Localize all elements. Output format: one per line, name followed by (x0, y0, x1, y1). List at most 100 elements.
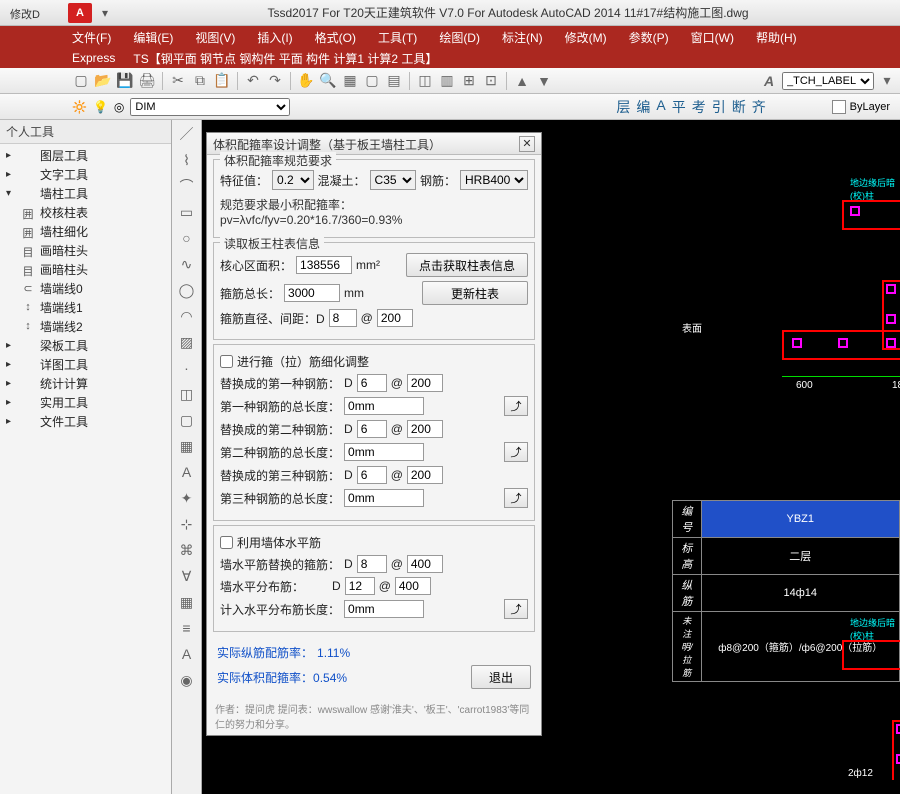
pan-icon[interactable]: ✋ (297, 72, 315, 90)
tool-icon[interactable]: ⌘ (177, 540, 197, 560)
dropdown-icon[interactable]: ▾ (102, 6, 116, 20)
menu-express[interactable]: Express (72, 51, 115, 65)
save-icon[interactable]: 💾 (116, 72, 134, 90)
pick-button[interactable]: ⤴ (504, 396, 528, 416)
tool-icon[interactable]: ≡ (177, 618, 197, 638)
tool-icon[interactable]: ∀ (177, 566, 197, 586)
concrete-select[interactable]: C35 (370, 170, 416, 190)
new-icon[interactable]: ▢ (72, 72, 90, 90)
ellipse-icon[interactable]: ◯ (177, 280, 197, 300)
tool-icon[interactable]: ⊹ (177, 514, 197, 534)
color-swatch[interactable] (832, 100, 846, 114)
tool-icon[interactable]: ◉ (177, 670, 197, 690)
menu-help[interactable]: 帮助(H) (756, 29, 797, 46)
copy-icon[interactable]: ⧉ (191, 72, 209, 90)
menu-param[interactable]: 参数(P) (629, 29, 669, 46)
cn-tool-icon[interactable]: 考 (692, 97, 706, 117)
dim-icon[interactable]: ◎ (114, 100, 124, 114)
wall-horiz-checkbox[interactable] (220, 536, 233, 549)
update-column-button[interactable]: 更新柱表 (422, 281, 528, 305)
block-icon[interactable]: ◫ (177, 384, 197, 404)
text-icon[interactable]: A (177, 644, 197, 664)
ellipse-arc-icon[interactable]: ◠ (177, 306, 197, 326)
tree-item[interactable]: 目画暗柱头 (4, 260, 167, 279)
tch-label-select[interactable]: _TCH_LABEL (782, 72, 874, 90)
cn-tool-icon[interactable]: 断 (732, 97, 746, 117)
layer-select[interactable]: DIM (130, 98, 290, 116)
menu-insert[interactable]: 插入(I) (257, 29, 292, 46)
hoop-length-input[interactable] (284, 284, 340, 302)
tree-item[interactable]: ▸实用工具 (4, 393, 167, 412)
wall-len-input[interactable] (344, 600, 424, 618)
tree-item[interactable]: ▸文字工具 (4, 165, 167, 184)
menu-view[interactable]: 视图(V) (195, 29, 235, 46)
tree-item[interactable]: ▾墙柱工具 (4, 184, 167, 203)
tree-item[interactable]: 囲墙柱细化 (4, 222, 167, 241)
dropdown-icon[interactable]: ▾ (878, 72, 896, 90)
cn-tool-icon[interactable]: A (656, 97, 665, 117)
point-icon[interactable]: · (177, 358, 197, 378)
hoop-spacing-input[interactable] (377, 309, 413, 327)
tree-item[interactable]: 囲校核柱表 (4, 203, 167, 222)
menu-edit[interactable]: 编辑(E) (133, 29, 173, 46)
cn-tool-icon[interactable]: 齐 (752, 97, 766, 117)
menu-annotate[interactable]: 标注(N) (502, 29, 543, 46)
tree-item[interactable]: ↕墙端线2 (4, 317, 167, 336)
zoom-icon[interactable]: 🔍 (319, 72, 337, 90)
tool-icon[interactable]: ▤ (385, 72, 403, 90)
cn-tool-icon[interactable]: 平 (672, 97, 686, 117)
menu-tool[interactable]: 工具(T) (378, 29, 417, 46)
tree-item[interactable]: ▸图层工具 (4, 146, 167, 165)
get-column-info-button[interactable]: 点击获取柱表信息 (406, 253, 528, 277)
bulb-icon[interactable]: 💡 (93, 100, 108, 114)
close-icon[interactable]: ✕ (519, 136, 535, 152)
font-icon[interactable]: A (760, 72, 778, 90)
menu-modify[interactable]: 修改(M) (565, 29, 607, 46)
tree-item[interactable]: ↕墙端线1 (4, 298, 167, 317)
pick-button[interactable]: ⤴ (504, 599, 528, 619)
core-area-input[interactable] (296, 256, 352, 274)
char-value-select[interactable]: 0.2 (272, 170, 314, 190)
tool-icon[interactable]: ▦ (341, 72, 359, 90)
wall-hoop-d-input[interactable] (357, 555, 387, 573)
rebar-select[interactable]: HRB400 (460, 170, 528, 190)
hoop-dia-input[interactable] (329, 309, 357, 327)
menu-format[interactable]: 格式(O) (315, 29, 356, 46)
refine-checkbox[interactable] (220, 355, 233, 368)
region-icon[interactable]: ▢ (177, 410, 197, 430)
tree-item[interactable]: ▸统计计算 (4, 374, 167, 393)
tool-icon[interactable]: ⊡ (482, 72, 500, 90)
paste-icon[interactable]: 📋 (213, 72, 231, 90)
tool-icon[interactable]: ▼ (535, 72, 553, 90)
wall-hoop-sp-input[interactable] (407, 555, 443, 573)
wall-dist-d-input[interactable] (345, 577, 375, 595)
tool-icon[interactable]: ▥ (438, 72, 456, 90)
arc-icon[interactable]: ⌒ (177, 176, 197, 196)
cn-tool-icon[interactable]: 引 (712, 97, 726, 117)
tool-icon[interactable]: ▲ (513, 72, 531, 90)
print-icon[interactable]: 🖨 (138, 72, 156, 90)
menu-ts[interactable]: TS【钢平面 钢节点 钢构件 平面 构件 计算1 计算2 工具】 (133, 50, 437, 67)
menu-draw[interactable]: 绘图(D) (439, 29, 480, 46)
line-icon[interactable]: ／ (177, 124, 197, 144)
tree-item[interactable]: ▸梁板工具 (4, 336, 167, 355)
tool-icon[interactable]: ▦ (177, 592, 197, 612)
undo-icon[interactable]: ↶ (244, 72, 262, 90)
menu-window[interactable]: 窗口(W) (691, 29, 734, 46)
open-icon[interactable]: 📂 (94, 72, 112, 90)
pick-button[interactable]: ⤴ (504, 442, 528, 462)
tree-item[interactable]: 目画暗柱头 (4, 241, 167, 260)
cn-tool-icon[interactable]: 编 (636, 97, 650, 117)
mtext-icon[interactable]: A (177, 462, 197, 482)
tree-item[interactable]: ⊂墙端线0 (4, 279, 167, 298)
hatch-icon[interactable]: ▨ (177, 332, 197, 352)
tree-item[interactable]: ▸详图工具 (4, 355, 167, 374)
pick-button[interactable]: ⤴ (504, 488, 528, 508)
tool-icon[interactable]: ▢ (363, 72, 381, 90)
table-icon[interactable]: ▦ (177, 436, 197, 456)
menu-file[interactable]: 文件(F) (72, 29, 111, 46)
cut-icon[interactable]: ✂ (169, 72, 187, 90)
rect-icon[interactable]: ▭ (177, 202, 197, 222)
polyline-icon[interactable]: ⌇ (177, 150, 197, 170)
tool-icon[interactable]: ◫ (416, 72, 434, 90)
